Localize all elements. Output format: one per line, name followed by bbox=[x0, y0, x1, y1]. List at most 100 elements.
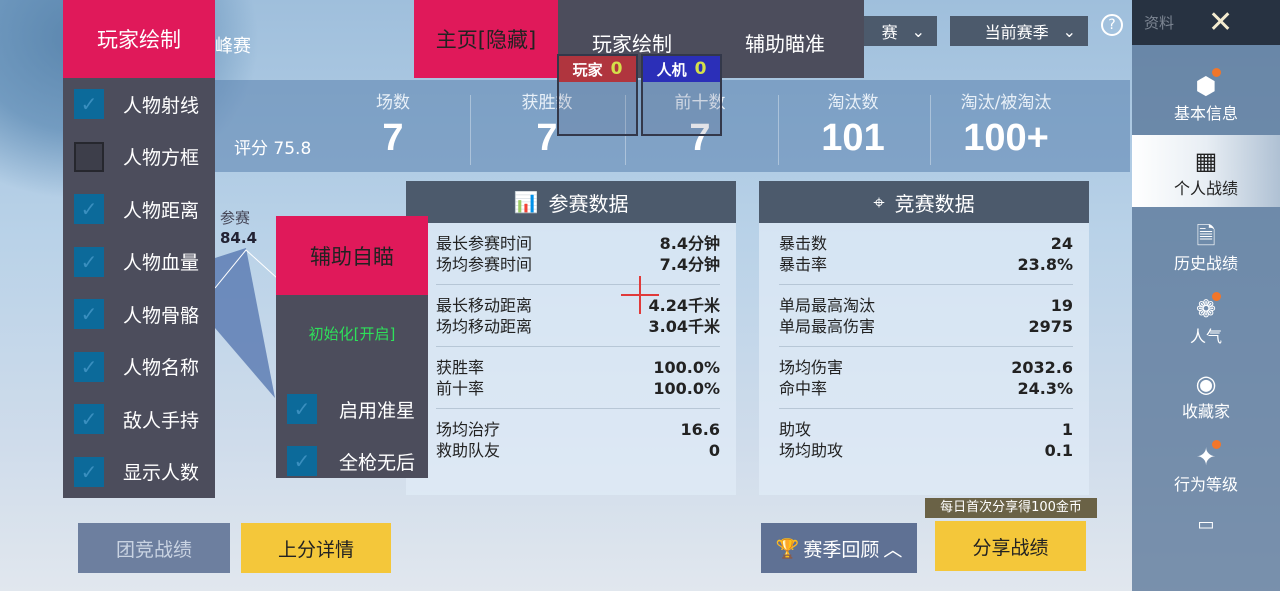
profile-icon: ⬢ bbox=[1195, 72, 1217, 100]
stat-row: 最长移动距离 4.24千米 bbox=[436, 295, 720, 316]
checkbox[interactable]: ✓ bbox=[74, 89, 104, 120]
aim-panel-title: 辅助自瞄 bbox=[276, 216, 428, 295]
option-label: 人物名称 bbox=[123, 357, 200, 380]
sidebar-item-history[interactable]: 🗎 历史战绩 bbox=[1132, 222, 1280, 274]
radar-area bbox=[215, 248, 275, 398]
stat-row: 场均助攻 0.1 bbox=[779, 440, 1073, 461]
menu-option[interactable]: ✓ 显示人数 bbox=[63, 446, 215, 499]
help-icon[interactable]: ? bbox=[1101, 14, 1123, 36]
stat-top10: 前十数 7 bbox=[674, 93, 726, 159]
tab-player-draw[interactable]: 玩家绘制 bbox=[592, 32, 672, 56]
notification-dot bbox=[1212, 68, 1221, 77]
stat-label: 场均移动距离 bbox=[436, 317, 533, 336]
stat-value: 16.6 bbox=[680, 420, 720, 439]
trophy-icon: 🏆 bbox=[775, 537, 800, 560]
stat-value: 19 bbox=[1050, 296, 1073, 315]
player-count: 0 bbox=[610, 59, 623, 79]
menu-option[interactable]: ✓ 人物血量 bbox=[63, 236, 215, 289]
checkbox[interactable]: ✓ bbox=[74, 351, 104, 382]
player-count-tag: 玩家 0 bbox=[557, 54, 638, 136]
menu-option[interactable]: ✓ 敌人手持 bbox=[63, 393, 215, 446]
checkbox[interactable]: ✓ bbox=[74, 246, 104, 277]
close-icon[interactable]: ✕ bbox=[1208, 5, 1234, 40]
tab-aim-assist[interactable]: 辅助瞄准 bbox=[745, 32, 825, 56]
sidebar-item-behavior-level[interactable]: ✦ 行为等级 bbox=[1132, 443, 1280, 495]
stat-value: 7.4分钟 bbox=[659, 255, 720, 274]
stat-group: 单局最高淘汰 19 单局最高伤害 2975 bbox=[779, 285, 1073, 347]
aim-assist-panel: 辅助自瞄 初始化[开启] ✓ 启用准星 ✓ 全枪无后 bbox=[276, 216, 428, 478]
stat-label: 前十率 bbox=[436, 379, 485, 398]
stat-group: 获胜率 100.0% 前十率 100.0% bbox=[436, 347, 720, 409]
stat-row: 前十率 100.0% bbox=[436, 378, 720, 399]
stat-row: 获胜率 100.0% bbox=[436, 357, 720, 378]
option-label: 全枪无后 bbox=[339, 451, 416, 474]
radar-label: 参赛 bbox=[220, 209, 251, 227]
stat-label: 助攻 bbox=[779, 420, 812, 439]
stat-label: 单局最高伤害 bbox=[779, 317, 876, 336]
checkbox[interactable]: ✓ bbox=[287, 394, 317, 424]
stat-row: 最长参赛时间 8.4分钟 bbox=[436, 233, 720, 254]
player-draw-menu: 玩家绘制 ✓ 人物射线 人物方框 ✓ 人物距离 ✓ 人物血量 ✓ 人物骨骼 ✓ 人物名称 ✓ 敌人手持 ✓… bbox=[63, 0, 215, 498]
stat-group: 助攻 1 场均助攻 0.1 bbox=[779, 409, 1073, 470]
stat-matches: 场数 7 bbox=[376, 93, 410, 159]
crosshair-icon-vertical bbox=[639, 276, 641, 314]
checkbox[interactable]: ✓ bbox=[74, 404, 104, 435]
sidebar: 资料 ✕ ⬢ 基本信息 ▦ 个人战绩 🗎 历史战绩 ❁ 人气 ◉ 收藏家 ✦ 行为等级 ▭ bbox=[1132, 0, 1280, 591]
stat-row: 场均移动距离 3.04千米 bbox=[436, 316, 720, 337]
stat-value: 24 bbox=[1050, 234, 1073, 253]
participation-card: 📊 参赛数据 最长参赛时间 8.4分钟 场均参赛时间 7.4分钟 最长移动距离 4.24千米… bbox=[406, 181, 736, 495]
stat-value: 24.3% bbox=[1017, 379, 1073, 398]
menu-option[interactable]: 人物方框 bbox=[63, 131, 215, 184]
checkbox[interactable] bbox=[74, 141, 104, 172]
tab-peak-match[interactable]: 峰赛 bbox=[215, 36, 251, 57]
stat-label: 获胜率 bbox=[436, 358, 485, 377]
season-review-button[interactable]: 🏆 赛季回顾 ︿ bbox=[761, 523, 917, 573]
menu-option[interactable]: ✓ 人物射线 bbox=[63, 78, 215, 131]
notification-dot bbox=[1212, 292, 1221, 301]
stat-row: 场均参赛时间 7.4分钟 bbox=[436, 254, 720, 275]
checkbox[interactable]: ✓ bbox=[74, 299, 104, 330]
option-label: 人物距离 bbox=[123, 199, 200, 222]
stat-row: 助攻 1 bbox=[779, 419, 1073, 440]
stat-label: 场均治疗 bbox=[436, 420, 501, 439]
season-dropdown[interactable]: 当前赛季 ⌄ bbox=[950, 16, 1088, 46]
stat-group: 最长移动距离 4.24千米 场均移动距离 3.04千米 bbox=[436, 285, 720, 347]
option-label: 人物射线 bbox=[123, 94, 200, 117]
aim-option[interactable]: ✓ 启用准星 bbox=[276, 383, 428, 435]
stat-row: 单局最高淘汰 19 bbox=[779, 295, 1073, 316]
chevron-down-icon: ⌄ bbox=[911, 21, 925, 41]
menu-option[interactable]: ✓ 人物名称 bbox=[63, 341, 215, 394]
stat-label: 最长参赛时间 bbox=[436, 234, 533, 253]
stat-row: 暴击数 24 bbox=[779, 233, 1073, 254]
menu-option[interactable]: ✓ 人物骨骼 bbox=[63, 288, 215, 341]
sidebar-item-collector[interactable]: ◉ 收藏家 bbox=[1132, 370, 1280, 422]
share-reward-badge: 每日首次分享得100金币 bbox=[925, 498, 1097, 518]
checkbox[interactable]: ✓ bbox=[74, 194, 104, 225]
stat-label: 场均助攻 bbox=[779, 441, 844, 460]
checkbox[interactable]: ✓ bbox=[287, 446, 317, 476]
stat-group: 最长参赛时间 8.4分钟 场均参赛时间 7.4分钟 bbox=[436, 223, 720, 285]
sidebar-item-personal-stats[interactable]: ▦ 个人战绩 bbox=[1132, 135, 1280, 207]
aim-option[interactable]: ✓ 全枪无后 bbox=[276, 435, 428, 487]
rank-details-button[interactable]: 上分详情 bbox=[241, 523, 391, 573]
stat-row: 场均治疗 16.6 bbox=[436, 419, 720, 440]
bar-chart-icon: 📊 bbox=[513, 190, 539, 214]
rose-icon: ❁ bbox=[1195, 295, 1217, 323]
menu-option[interactable]: ✓ 人物距离 bbox=[63, 183, 215, 236]
stat-label: 单局最高淘汰 bbox=[779, 296, 876, 315]
checkbox[interactable]: ✓ bbox=[74, 456, 104, 487]
stat-row: 场均伤害 2032.6 bbox=[779, 357, 1073, 378]
sidebar-item-basic-info[interactable]: ⬢ 基本信息 bbox=[1132, 72, 1280, 124]
stat-value: 100.0% bbox=[653, 358, 720, 377]
stat-label: 救助队友 bbox=[436, 441, 501, 460]
stat-label: 场均参赛时间 bbox=[436, 255, 533, 274]
home-hide-tab[interactable]: 主页[隐藏] bbox=[414, 0, 558, 78]
stat-group: 场均伤害 2032.6 命中率 24.3% bbox=[779, 347, 1073, 409]
sidebar-item-popularity[interactable]: ❁ 人气 bbox=[1132, 295, 1280, 347]
team-stats-button[interactable]: 团竞战绩 bbox=[78, 523, 230, 573]
stat-label: 命中率 bbox=[779, 379, 828, 398]
stat-group: 场均治疗 16.6 救助队友 0 bbox=[436, 409, 720, 470]
radar-chart bbox=[215, 248, 278, 398]
share-stats-button[interactable]: 分享战绩 bbox=[935, 521, 1086, 571]
more-icon[interactable]: ▭ bbox=[1197, 514, 1215, 535]
